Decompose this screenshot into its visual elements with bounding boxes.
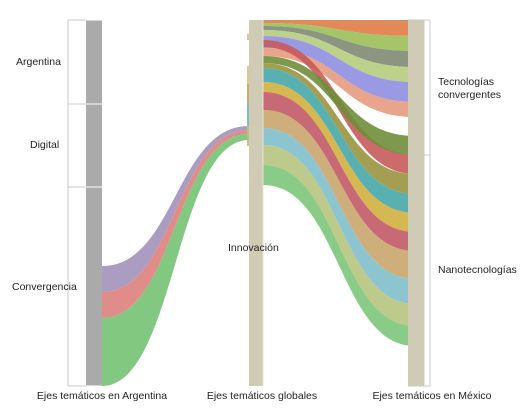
- axis-label-argentina: Ejes temáticos en Argentina: [36, 390, 168, 402]
- ribbons-global-to-mexico: [247, 20, 415, 346]
- flow-ribbon-left-0: [102, 126, 249, 292]
- flow-ribbon-right-15: [263, 165, 415, 346]
- category-label-convergencia: Convergencia: [12, 281, 77, 293]
- axis-bar-argentina: [86, 20, 102, 386]
- flow-ribbon-right-5: [263, 48, 415, 117]
- flow-ribbon-left-1: [102, 130, 249, 318]
- category-label-digital: Digital: [30, 139, 60, 151]
- ribbons-argentina-to-global: [102, 126, 249, 386]
- axis-bar-mexico: [408, 20, 424, 386]
- flow-ribbon-right-2: [263, 26, 415, 67]
- flow-ribbon-right-9: [263, 68, 415, 213]
- category-label-innovacion: Innovación: [228, 242, 279, 254]
- flow-ribbon-left-2: [102, 134, 249, 386]
- axis-label-mexico: Ejes temáticos en México: [372, 390, 492, 402]
- flow-ribbon-right-14: [263, 145, 415, 326]
- flow-ribbon-right-7: [263, 56, 415, 155]
- flow-ribbon-right-3: [263, 30, 415, 82]
- category-label-argentina: Argentina: [16, 56, 61, 68]
- flow-ribbon-right-1: [263, 23, 415, 51]
- flow-ribbon-right-10: [263, 82, 415, 232]
- category-brackets: [67, 19, 431, 387]
- axis-bar-convergencia-segment: [86, 266, 102, 386]
- flow-ribbon-right-0: [263, 20, 415, 36]
- axis-label-global: Ejes temáticos globales: [206, 390, 318, 402]
- category-label-tecnologias-convergentes: Tecnologías convergentes: [438, 76, 502, 101]
- flow-ribbon-right-13: [263, 128, 415, 304]
- axis-bar-global: [249, 20, 263, 386]
- flow-ribbon-right-8: [263, 63, 415, 194]
- flow-ribbon-right-11: [263, 92, 415, 251]
- flow-ribbon-right-12: [263, 110, 415, 279]
- category-label-nanotecnologias: Nanotecnologías: [438, 264, 517, 276]
